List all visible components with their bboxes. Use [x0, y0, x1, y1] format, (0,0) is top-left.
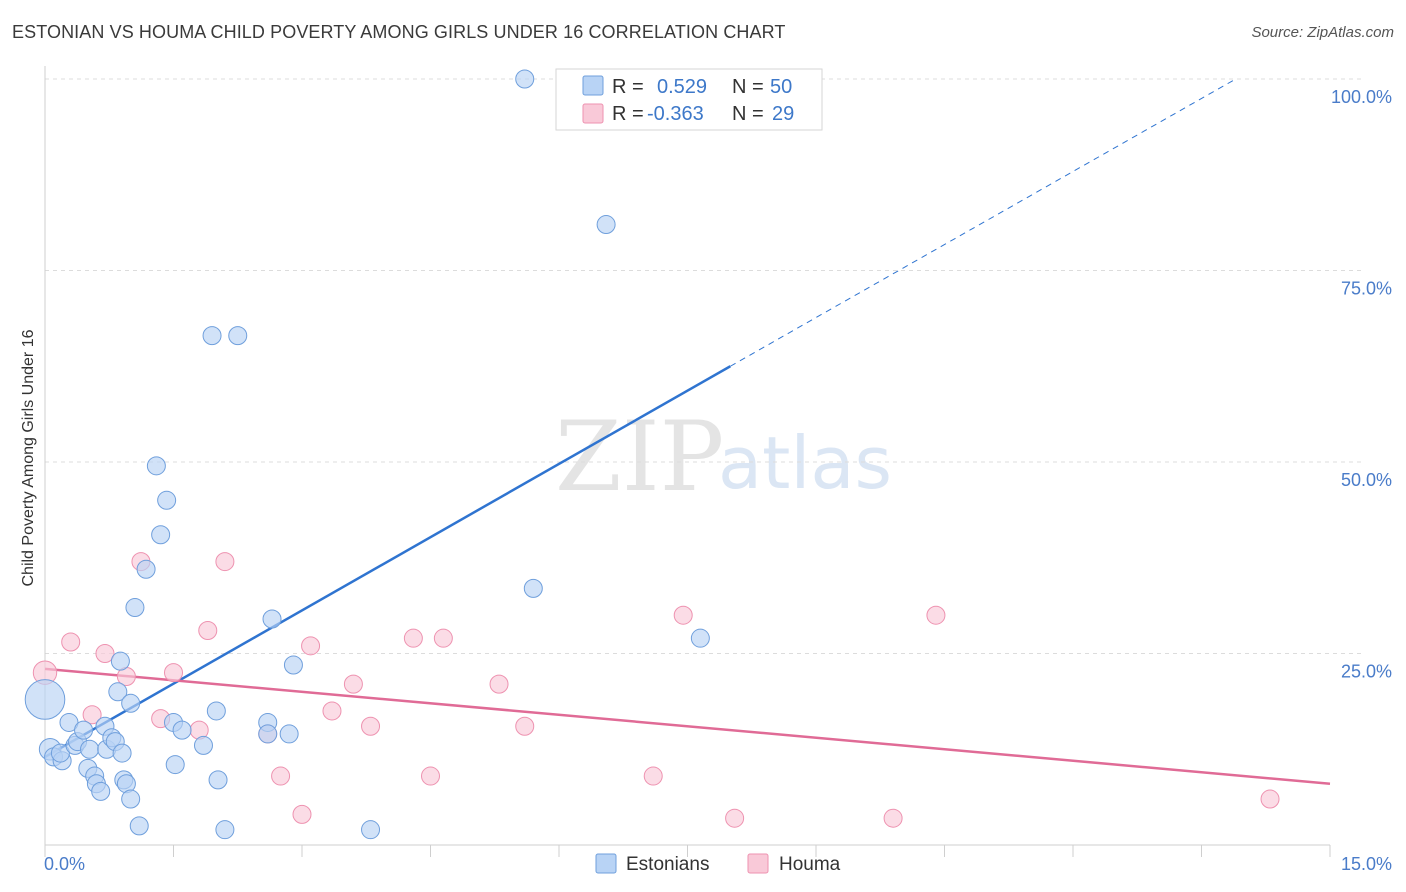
y-tick-labels: 25.0% 50.0% 75.0% 100.0%	[1331, 87, 1392, 682]
point-houma-25	[725, 808, 745, 828]
source-label: Source: ZipAtlas.com	[1251, 24, 1394, 41]
point-estonians-10	[80, 739, 100, 759]
point-estonians-26	[129, 816, 149, 836]
point-houma-27	[926, 605, 946, 625]
point-houma-12	[271, 766, 291, 786]
point-houma-28	[1260, 789, 1280, 809]
y-tick-label-2: 75.0%	[1341, 279, 1392, 299]
point-estonians-19	[112, 743, 132, 763]
gridlines	[45, 78, 1365, 654]
y-tick-label-0: 25.0%	[1341, 662, 1392, 682]
point-estonians-42	[262, 609, 282, 629]
point-estonians-33	[172, 720, 192, 740]
trend-line-houma	[44, 667, 1331, 785]
legend-r-value-estonians: 0.529	[657, 76, 707, 98]
legend-swatch-estonians	[582, 75, 604, 96]
point-estonians-35	[202, 326, 222, 346]
x-tick-label-max: 15.0%	[1341, 854, 1392, 874]
point-estonians-36	[206, 701, 226, 721]
point-houma-2	[82, 705, 102, 725]
y-axis-label: Child Poverty Among Girls Under 16	[20, 329, 37, 586]
point-estonians-48	[596, 215, 616, 235]
point-estonians-18	[108, 682, 128, 702]
legend-n-label-estonians: N =	[732, 76, 764, 98]
legend-r-value-houma: -0.363	[647, 103, 704, 125]
point-houma-21	[489, 674, 509, 694]
bottom-legend-swatch-houma	[747, 853, 769, 874]
point-houma-20	[433, 628, 453, 648]
point-estonians-37	[208, 770, 228, 790]
trend-lines	[44, 78, 1331, 785]
x-tick-label-min: 0.0%	[44, 854, 85, 874]
point-houma-7	[164, 663, 183, 683]
point-estonians-46	[515, 69, 535, 89]
point-estonians-47	[523, 578, 543, 598]
point-estonians-29	[151, 525, 171, 545]
data-points	[24, 69, 1280, 840]
point-houma-15	[322, 701, 342, 721]
point-estonians-45	[361, 820, 381, 840]
y-tick-label-3: 100.0%	[1331, 87, 1392, 107]
point-houma-13	[292, 804, 312, 824]
point-estonians-32	[165, 755, 185, 775]
point-estonians-28	[146, 456, 166, 476]
point-estonians-24	[121, 693, 141, 713]
point-estonians-34	[193, 735, 213, 755]
watermark: ZIP atlas	[555, 401, 892, 513]
point-estonians-30	[157, 490, 177, 510]
series-legend: Estonians Houma	[595, 853, 841, 875]
point-estonians-0	[24, 679, 66, 720]
point-houma-14	[301, 636, 321, 656]
point-houma-9	[198, 621, 218, 641]
point-houma-3	[95, 644, 115, 663]
point-houma-23	[643, 766, 663, 786]
trend-line-estonians	[44, 365, 731, 758]
point-estonians-41	[258, 724, 278, 744]
legend-n-label-houma: N =	[732, 103, 764, 125]
point-houma-1	[61, 632, 81, 652]
legend-n-value-houma: 29	[772, 103, 794, 125]
point-estonians-44	[283, 655, 303, 675]
point-houma-22	[515, 716, 535, 736]
point-houma-19	[421, 766, 440, 786]
point-estonians-39	[228, 326, 248, 346]
point-estonians-8	[74, 720, 94, 740]
legend-swatch-houma	[582, 103, 604, 124]
point-estonians-23	[121, 789, 141, 809]
point-estonians-43	[279, 724, 299, 744]
point-houma-10	[215, 552, 235, 572]
point-estonians-38	[215, 820, 235, 840]
watermark-atlas: atlas	[718, 421, 892, 505]
point-houma-26	[883, 808, 903, 828]
point-houma-16	[343, 674, 363, 694]
correlation-legend: R = 0.529 N = 50 R = -0.363 N = 29	[555, 68, 823, 131]
legend-r-label-estonians: R =	[612, 76, 644, 98]
point-estonians-25	[125, 598, 145, 618]
point-estonians-49	[690, 628, 710, 648]
bottom-legend-houma: Houma	[779, 854, 841, 875]
bottom-legend-estonians: Estonians	[626, 854, 709, 875]
watermark-zip: ZIP	[555, 401, 724, 513]
point-houma-18	[403, 628, 423, 648]
trend-line-estonians-extension	[730, 78, 1237, 367]
chart-title: ESTONIAN VS HOUMA CHILD POVERTY AMONG GI…	[12, 22, 786, 42]
point-houma-24	[673, 605, 693, 625]
legend-n-value-estonians: 50	[770, 76, 792, 98]
point-estonians-20	[110, 651, 130, 671]
bottom-legend-swatch-estonians	[595, 853, 617, 874]
y-tick-label-1: 50.0%	[1341, 470, 1392, 490]
legend-r-label-houma: R =	[612, 103, 644, 125]
point-houma-17	[361, 716, 381, 736]
point-estonians-13	[91, 781, 111, 801]
point-estonians-27	[136, 559, 156, 579]
